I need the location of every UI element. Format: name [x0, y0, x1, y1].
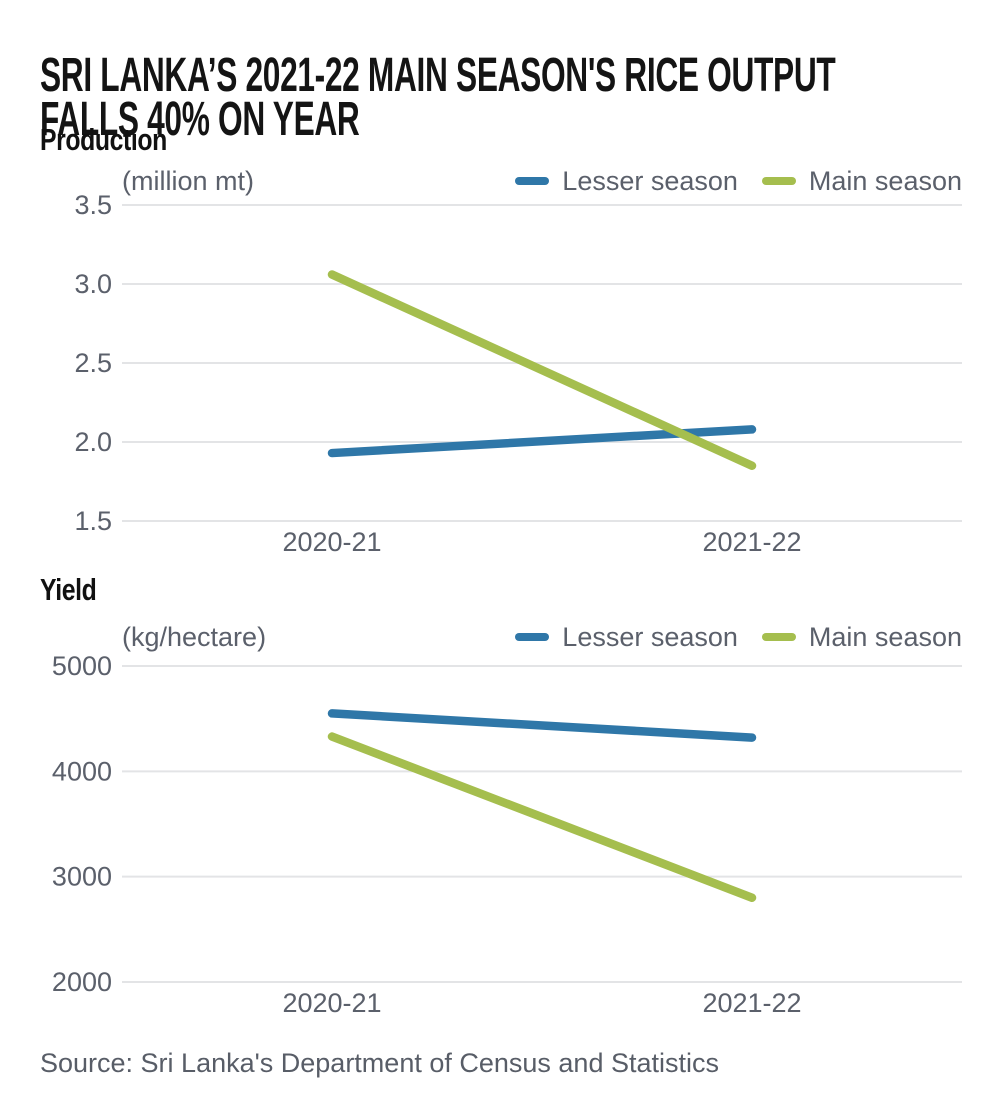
- yield-chart-header: (kg/hectare) Lesser season Main season: [0, 622, 962, 652]
- series-line-main-season: [327, 732, 757, 902]
- y-tick-label: 3.5: [74, 195, 112, 220]
- production-chart-header: (million mt) Lesser season Main season: [0, 166, 962, 196]
- source-attribution: Source: Sri Lanka's Department of Census…: [40, 1048, 719, 1078]
- page-title: SRI LANKA’S 2021-22 MAIN SEASON'S RICE O…: [40, 49, 998, 147]
- page-title-line1: SRI LANKA’S 2021-22 MAIN SEASON'S RICE O…: [40, 49, 836, 103]
- x-tick-label: 2021-22: [702, 527, 801, 557]
- series-line-lesser-season: [327, 709, 757, 742]
- x-tick-label: 2021-22: [702, 988, 801, 1018]
- y-axis-unit-label-production: (million mt): [122, 165, 254, 196]
- chart-title-yield: Yield: [40, 572, 97, 607]
- legend-label-lesser-season: Lesser season: [562, 621, 738, 652]
- x-tick-label: 2020-21: [282, 527, 381, 557]
- legend-swatch-lesser-season: [515, 633, 550, 641]
- yield-plot: 5000 4000 3000 2000 2020-21 2021-22: [52, 656, 962, 1018]
- y-tick-label: 4000: [52, 756, 112, 786]
- legend-label-main-season: Main season: [808, 621, 962, 652]
- legend-swatch-main-season: [761, 177, 796, 185]
- legend-label-lesser-season: Lesser season: [562, 165, 738, 196]
- legend-label-main-season: Main season: [808, 165, 962, 196]
- y-tick-label: 5000: [52, 656, 112, 681]
- legend-yield: Lesser season Main season: [515, 622, 962, 653]
- y-tick-label: 2.5: [74, 348, 112, 378]
- legend-production: Lesser season Main season: [515, 166, 962, 197]
- series-line-main-season: [327, 270, 757, 470]
- legend-swatch-main-season: [761, 633, 796, 641]
- x-tick-label: 2020-21: [282, 988, 381, 1018]
- y-tick-label: 2.0: [74, 427, 112, 457]
- production-plot: 3.5 3.0 2.5 2.0 1.5 2020-21 2021-22: [74, 195, 962, 557]
- y-tick-label: 2000: [52, 967, 112, 997]
- legend-swatch-lesser-season: [515, 177, 550, 185]
- chart-title-production: Production: [40, 122, 167, 157]
- y-tick-label: 3000: [52, 862, 112, 892]
- y-axis-unit-label-yield: (kg/hectare): [122, 621, 267, 652]
- page-title-line2: FALLS 40% ON YEAR: [40, 93, 360, 147]
- y-tick-label: 3.0: [74, 269, 112, 299]
- y-tick-label: 1.5: [74, 506, 112, 536]
